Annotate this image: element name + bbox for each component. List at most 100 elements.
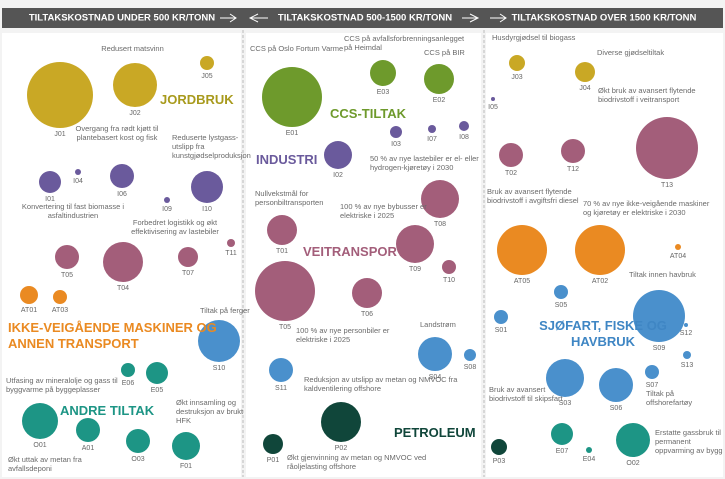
annotation: Erstatte gassbruk til permanent oppvarmi… — [655, 428, 723, 455]
bubble-code: S04 — [429, 374, 442, 381]
annotation: Tiltak på offshorefartøy — [646, 389, 693, 407]
annotation: 50 % av nye lastebiler er el- eller hydr… — [370, 154, 479, 172]
bubble-code: AT03 — [52, 307, 68, 314]
bubble-code: J02 — [129, 110, 140, 117]
annotation: Konvertering til fast biomasse i asfalti… — [21, 202, 125, 220]
annotation: Tiltak på ferger — [200, 306, 250, 315]
bubble-code: E01 — [286, 130, 299, 137]
bubble — [459, 121, 469, 131]
bubble-code: S03 — [559, 400, 572, 407]
arrows — [220, 13, 507, 23]
bubble — [396, 225, 434, 263]
annotation: Redusert matsvinn — [101, 44, 164, 53]
bubble-code: T12 — [567, 166, 579, 173]
annotation: Diverse gjødseltiltak — [597, 48, 665, 57]
bubble — [267, 215, 297, 245]
bubble — [554, 285, 568, 299]
bubble — [442, 260, 456, 274]
bubble-code: J01 — [54, 131, 65, 138]
group-label: ANDRE TILTAK — [60, 403, 155, 418]
bubble — [352, 278, 382, 308]
bubble-code: J03 — [511, 74, 522, 81]
bubble — [370, 60, 396, 86]
bubble-code: I07 — [427, 136, 437, 143]
bubble — [424, 64, 454, 94]
bubble — [683, 351, 691, 359]
bubble-code: I05 — [488, 104, 498, 111]
bubble-code: S08 — [464, 364, 477, 371]
bubble-code: T01 — [276, 248, 288, 255]
bubble-code: P01 — [267, 457, 280, 464]
bubble — [684, 323, 688, 327]
bubble-code: T05 — [61, 272, 73, 279]
bubble — [113, 63, 157, 107]
bubble — [633, 290, 685, 342]
annotation: CCS på BIR — [424, 48, 465, 57]
bubble-code: AT05 — [514, 278, 530, 285]
annotation: Utfasing av mineralolje og gass til bygg… — [6, 376, 118, 394]
bubble-code: F01 — [180, 463, 192, 470]
bubble — [121, 363, 135, 377]
bubble-code: T02 — [505, 170, 517, 177]
bubble-code: I03 — [391, 141, 401, 148]
annotation: 100 % av nye bybusser er elektriske i 20… — [340, 202, 427, 220]
bubble-code: O03 — [131, 456, 144, 463]
bubble — [551, 423, 573, 445]
bubble-code: S05 — [555, 302, 568, 309]
bubble — [491, 439, 507, 455]
bubble — [164, 197, 170, 203]
bubble — [263, 434, 283, 454]
bubble-code: S07 — [646, 382, 659, 389]
bubble — [494, 310, 508, 324]
bubble — [110, 164, 134, 188]
annotation: Tiltak innen havbruk — [629, 270, 696, 279]
bubble-code: I09 — [162, 206, 172, 213]
bubble — [39, 171, 61, 193]
bubble-code: S01 — [495, 327, 508, 334]
group-label: JORDBRUK — [160, 92, 234, 107]
bubble — [269, 358, 293, 382]
bubble-code: T07 — [182, 270, 194, 277]
bubble — [418, 337, 452, 371]
bubble — [675, 244, 681, 250]
bubble — [198, 320, 240, 362]
annotation: Nullvekstmål for personbiltransporten — [255, 189, 324, 207]
annotation: Reduksjon av utslipp av metan og NMVOC f… — [304, 375, 458, 393]
annotation: 70 % av nye ikke-veigående maskiner og k… — [583, 199, 710, 217]
bubble-code: O01 — [33, 442, 46, 449]
header: TILTAKSKOSTNAD 500-1500 KR/TONN — [278, 13, 452, 24]
bubble — [255, 261, 315, 321]
bubble-code: P02 — [335, 445, 348, 452]
bubble — [324, 141, 352, 169]
bubble — [22, 403, 58, 439]
bubble-code: O02 — [626, 460, 639, 467]
bubble-code: S06 — [610, 405, 623, 412]
bubble — [75, 169, 81, 175]
bubble — [227, 239, 235, 247]
bubble — [103, 242, 143, 282]
bubble — [321, 402, 361, 442]
bubble — [172, 432, 200, 460]
annotation: Husdyrgjødsel til biogass — [492, 33, 576, 42]
bubble — [53, 290, 67, 304]
bubble-code: S13 — [681, 362, 694, 369]
bubble — [200, 56, 214, 70]
annotation: Overgang fra rødt kjøtt til plantebasert… — [75, 124, 159, 142]
group-label: CCS-TILTAK — [330, 106, 407, 121]
group-label: IKKE-VEIGÅENDE MASKINER OG ANNEN TRANSPO… — [8, 320, 217, 351]
bubble-code: T13 — [661, 182, 673, 189]
annotation: Reduserte lystgass-utslipp fra kunstgjød… — [172, 133, 251, 160]
bubble-code: T04 — [117, 285, 129, 292]
bubble-code: P03 — [493, 458, 506, 465]
annotation: Landstrøm — [420, 320, 456, 329]
annotation: 100 % av nye personbiler er elektriske i… — [296, 326, 390, 344]
bubble — [421, 180, 459, 218]
bubble-code: E06 — [122, 380, 135, 387]
bubble — [546, 359, 584, 397]
bubble-code: T06 — [361, 311, 373, 318]
bubble-code: S12 — [680, 330, 693, 337]
bubble-code: I06 — [117, 191, 127, 198]
bubble — [178, 247, 198, 267]
bubble-code: J04 — [579, 85, 590, 92]
bubble-code: I02 — [333, 172, 343, 179]
